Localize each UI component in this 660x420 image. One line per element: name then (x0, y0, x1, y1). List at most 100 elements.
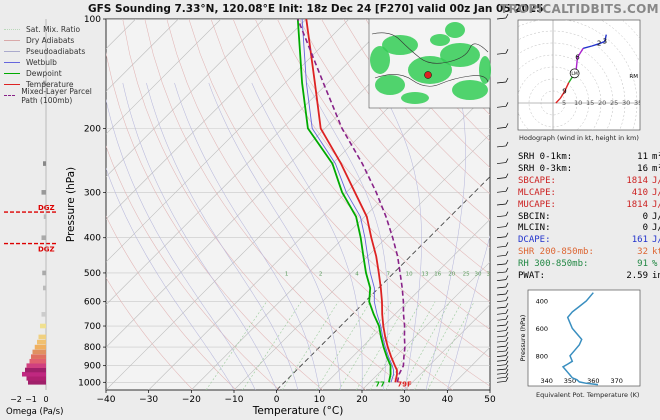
isotherm (106, 19, 264, 178)
hodograph-height-label: 6 (575, 53, 580, 61)
wind-barb (496, 245, 507, 248)
hodograph-segment (604, 34, 607, 42)
stat-label: SBCAPE: (518, 175, 556, 186)
legend-swatch (4, 62, 20, 63)
stat-value: 410 (631, 187, 648, 198)
y-tick-label: 600 (84, 298, 101, 308)
wind-barb-flag (505, 351, 509, 356)
omega-xlabel: Omega (Pa/s) (6, 407, 63, 417)
stat-unit: J/kg (652, 211, 660, 222)
wind-barb (496, 300, 507, 303)
wind-barb (496, 263, 507, 266)
wind-barb (496, 293, 507, 296)
hodograph: 5 10 15 20 25 30 35 40 9 6 32 LM RM (517, 19, 654, 131)
x-axis-label: Temperature (°C) (252, 405, 344, 417)
y-tick-label: 800 (84, 343, 101, 353)
dry-adiabat (254, 19, 490, 303)
legend-swatch (4, 95, 16, 96)
wind-barb-flag (505, 331, 509, 337)
stat-value: 0 (642, 211, 648, 222)
wind-barb (496, 324, 507, 327)
x-tick-label: −40 (97, 395, 116, 405)
omega-bar (41, 312, 46, 317)
dry-adiabat (106, 277, 194, 390)
y-tick-label: 100 (84, 15, 101, 25)
legend-entry: Dry Adiabats (4, 35, 108, 46)
storm-motion-marker (569, 68, 580, 79)
mixing-ratio-line (356, 301, 408, 390)
legend-label: Dewpoint (26, 69, 62, 78)
wind-barb (496, 318, 507, 321)
omega-bar (29, 358, 46, 364)
stat-unit: m²s⁻² (652, 152, 660, 162)
mixing-ratio-line (401, 301, 451, 390)
omega-bar (41, 235, 46, 241)
omega-bar (25, 367, 46, 373)
wind-barb-flag (505, 341, 509, 347)
dewpoint-line (296, 19, 392, 383)
hodograph-caption: Hodograph (wind in kt, height in km) (519, 134, 639, 142)
omega-bar (41, 190, 46, 195)
wind-barb (496, 226, 507, 228)
wind-barb (496, 177, 507, 179)
hodograph-segment (575, 57, 579, 72)
x-tick-label: −30 (139, 395, 158, 405)
storm-motion-label: LM (571, 71, 578, 77)
legend-label: Wetbulb (26, 58, 57, 67)
plot-clip: 1 2 4 7 10 13 16 20 25 30 36 (106, 19, 490, 390)
wind-barb-flag (505, 275, 509, 280)
stat-row: SRH 0-1km: 11 m²s⁻² (518, 152, 660, 164)
y-tick-label: 400 (84, 234, 101, 244)
hodograph-ring-label: 30 (622, 99, 630, 107)
pseudo-adiabat (174, 82, 320, 390)
legend-swatch (4, 40, 20, 41)
wind-barb-flag (505, 346, 509, 352)
legend-swatch (4, 73, 20, 74)
wind-barbs (496, 13, 509, 383)
theta-e-x-tick-label: 350 (564, 377, 576, 385)
wind-barb-flag (505, 141, 509, 147)
hodograph-segment (598, 40, 606, 45)
pseudo-adiabat (106, 98, 256, 390)
hodograph-ring-label: 25 (610, 99, 618, 107)
stat-value: 1814 (626, 199, 648, 210)
stat-value: 1814 (626, 175, 648, 186)
wind-barb-flag (505, 356, 509, 361)
stat-unit: % (652, 259, 658, 270)
wind-barb (496, 215, 507, 218)
surface-temp-label: 79F (397, 380, 412, 388)
stat-row: MLCAPE: 410 J/kg (518, 188, 660, 200)
wind-barb-flag (505, 49, 509, 54)
wind-barb-flag (505, 364, 509, 370)
wind-barb (496, 368, 507, 371)
stat-label: SHR 200-850mb: (518, 247, 594, 258)
hodograph-clip: 5 10 15 20 25 30 35 40 9 6 32 LM (518, 20, 654, 130)
wind-barb-flag (505, 222, 509, 227)
wind-barb-flag (505, 336, 509, 342)
wind-barb-flag (505, 158, 509, 163)
omega-bar (42, 270, 46, 276)
temperature-line (305, 19, 398, 383)
hodograph-ring-label: 40 (646, 99, 654, 107)
wind-barb-flag (505, 320, 509, 326)
legend-label: Temperature (26, 80, 74, 89)
precip-area (430, 34, 450, 46)
wind-barb (496, 364, 507, 367)
mixing-ratio-label: 7 (386, 271, 390, 277)
y-axis-label: Pressure (hPa) (65, 167, 77, 242)
hodograph-ring-label: 10 (574, 99, 582, 107)
mixing-ratio-line (281, 301, 339, 390)
wind-barb (496, 279, 507, 281)
x-tick-label: 40 (442, 395, 454, 405)
wind-barb-flag (505, 232, 509, 237)
wind-barb-flag (505, 373, 509, 378)
dry-adiabat (122, 19, 367, 390)
omega-bar (32, 349, 46, 355)
wind-barb-flag (505, 326, 509, 331)
stat-row: DCAPE: 161 J/kg (518, 235, 660, 247)
pseudo-adiabat (447, 235, 490, 390)
legend-label: Dry Adiabats (26, 36, 75, 45)
wind-barb (496, 127, 507, 129)
wind-barb (496, 330, 507, 332)
wind-barb (496, 254, 507, 257)
